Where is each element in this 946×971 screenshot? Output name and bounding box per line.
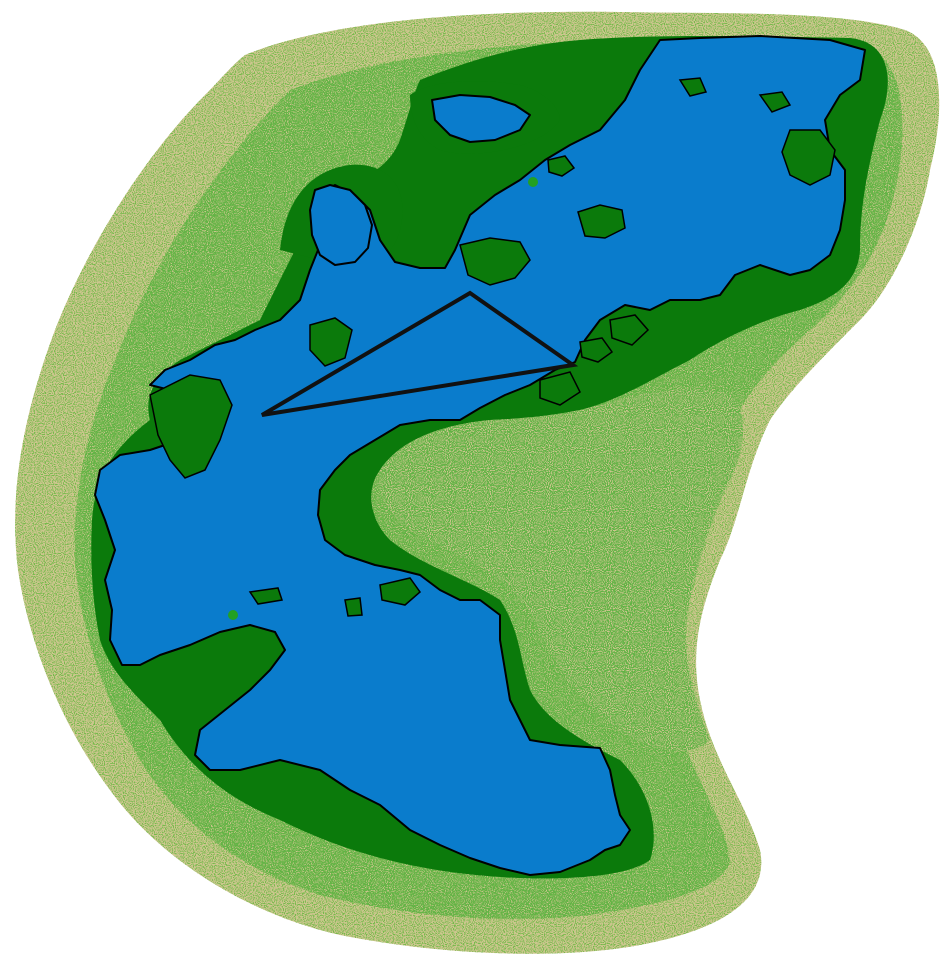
island-west-small	[309, 317, 353, 367]
island-south-2	[248, 587, 283, 605]
island-north-east-1	[758, 91, 792, 113]
island-east-2	[609, 314, 650, 346]
island-north-east-2	[678, 77, 708, 97]
marker-green-1	[528, 177, 538, 187]
central-peninsula-speckle	[379, 389, 744, 751]
island-large-east	[781, 129, 836, 186]
island-west-peninsula	[149, 374, 233, 479]
route-triangle[interactable]	[260, 290, 579, 417]
marker-green-2	[228, 610, 238, 620]
island-east-1	[579, 337, 614, 363]
island-east-3	[539, 371, 581, 406]
island-central-north	[459, 237, 531, 286]
water-bay-north	[431, 94, 531, 143]
island-small-north	[547, 155, 576, 177]
island-south-1	[379, 577, 422, 606]
island-south-3	[344, 597, 363, 617]
island-mid-north	[577, 204, 626, 239]
water-arm-northwest	[309, 184, 373, 266]
